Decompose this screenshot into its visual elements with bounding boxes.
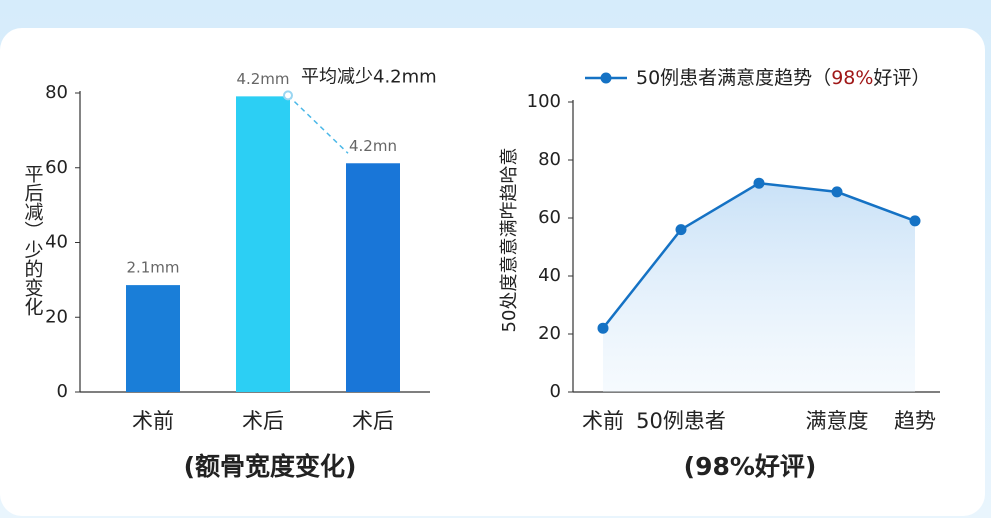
point <box>831 186 843 198</box>
y-tick-label: 0 <box>57 381 68 402</box>
x-tick-label: 术前 <box>582 409 624 433</box>
bar-chart: 0 20 40 60 80 术前 术后 术后 (额骨宽度变化) 平后减）少的变化 2.1mm 4.2m… <box>22 66 437 481</box>
point <box>909 215 921 227</box>
x-tick-label: 术后 <box>352 409 394 433</box>
x-tick-label: 50例患者 <box>636 409 726 433</box>
bar-annotation: 4.2mn <box>349 137 397 155</box>
bar <box>346 163 400 392</box>
y-tick-label: 60 <box>538 207 561 228</box>
y-tick-label: 100 <box>527 91 561 112</box>
bar-annotation: 2.1mm <box>126 259 179 277</box>
x-tick-label: 术前 <box>132 409 174 433</box>
y-tick-label: 80 <box>45 82 68 103</box>
y-axis-label: 50处度意意满咋趋哈意 <box>499 148 520 333</box>
annotation-line <box>287 94 349 154</box>
bar <box>236 96 290 393</box>
y-tick-label: 60 <box>45 157 68 178</box>
y-tick-label: 20 <box>45 306 68 327</box>
legend-label: 50例患者满意度趋势（98%好评） <box>636 67 930 89</box>
y-tick-label: 40 <box>538 265 561 286</box>
point <box>675 224 687 236</box>
x-tick-label: 术后 <box>242 409 284 433</box>
legend-dot <box>600 72 612 84</box>
point <box>597 322 609 334</box>
y-tick-label: 20 <box>538 323 561 344</box>
area <box>603 183 915 392</box>
annotation: 平均减少4.2mm <box>301 66 437 87</box>
x-tick-label: 满意度 <box>806 409 869 433</box>
y-axis-label: 平后减）少的变化 <box>22 164 44 316</box>
chart-title: (额骨宽度变化) <box>184 452 357 481</box>
bar-annotation: 4.2mm <box>236 70 289 88</box>
chart-title: (98%好评) <box>684 452 817 481</box>
y-tick-label: 80 <box>538 149 561 170</box>
line-chart: 0 20 40 60 80 100 术前 50例患者 满意度 趋势 (98%好评) 50处度意意满咋趋… <box>499 67 940 481</box>
y-tick-label: 0 <box>550 381 561 402</box>
x-tick-label: 趋势 <box>894 409 936 433</box>
y-tick-label: 40 <box>45 232 68 253</box>
annotation-dot <box>283 90 293 101</box>
point <box>753 177 765 189</box>
bar <box>126 285 180 392</box>
